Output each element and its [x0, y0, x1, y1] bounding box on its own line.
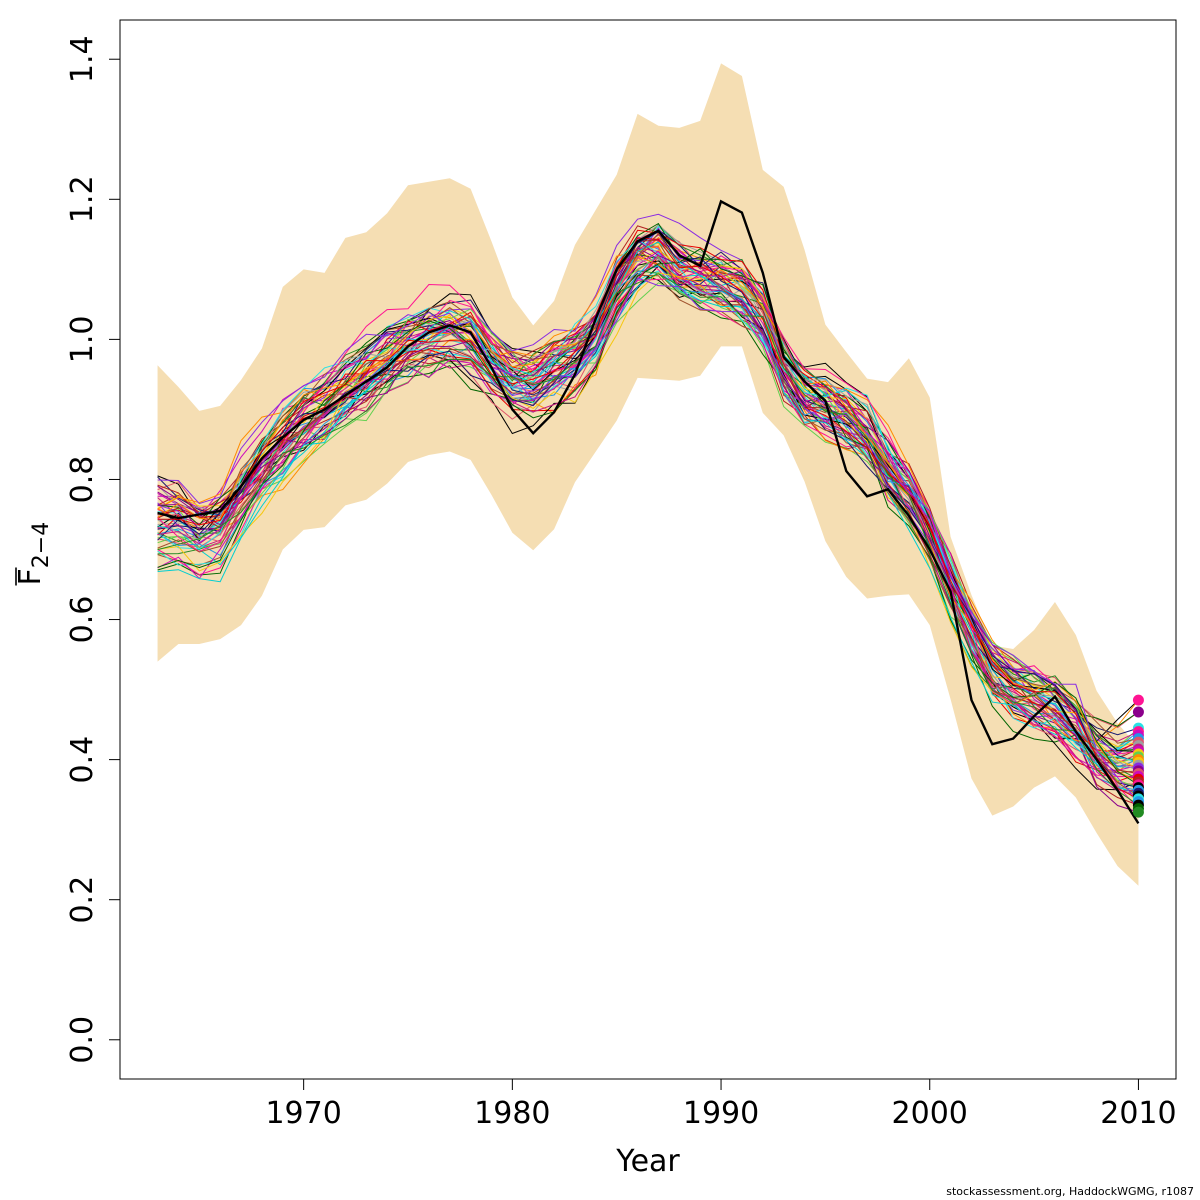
endpoint-marker — [1132, 694, 1144, 706]
x-tick-label: 1980 — [474, 1096, 550, 1131]
y-axis: 0.0 0.2 0.4 0.6 0.8 1.0 1.2 1.4 — [65, 35, 121, 1064]
y-tick-label: 0.8 — [65, 456, 100, 504]
y-tick-label: 1.2 — [65, 175, 100, 223]
y-tick-label: 0.0 — [65, 1016, 100, 1064]
y-tick-label: 1.4 — [65, 35, 100, 83]
confidence-band — [157, 63, 1139, 886]
retro-series-line — [157, 265, 1139, 768]
endpoint-marker — [1132, 706, 1144, 718]
retro-series-line — [157, 239, 1139, 780]
terminal-series-line — [157, 199, 1140, 825]
retro-series-line — [157, 237, 1139, 800]
retro-series-line — [157, 250, 1139, 772]
x-tick-label: 2010 — [1100, 1096, 1176, 1131]
y-tick-label: 0.2 — [65, 876, 100, 924]
confidence-band-layer — [157, 63, 1139, 886]
endpoint-markers-layer — [1132, 694, 1144, 818]
retro-lines-layer — [157, 213, 1139, 813]
retro-series-line — [157, 277, 1139, 802]
retro-series-line — [157, 227, 1139, 754]
retro-series-line — [157, 254, 1139, 792]
highlight-line-layer — [157, 199, 1140, 825]
x-axis-title: Year — [615, 1144, 680, 1179]
y-tick-label: 0.6 — [65, 596, 100, 644]
x-tick-label: 2000 — [892, 1096, 968, 1131]
retro-series-line — [157, 241, 1139, 794]
y-axis-title-group: F2−4 — [13, 522, 54, 586]
retro-series-line — [157, 248, 1139, 786]
x-tick-label: 1990 — [683, 1096, 759, 1131]
endpoint-marker — [1132, 806, 1144, 818]
x-axis: 1970 1980 1990 2000 2010 — [265, 1078, 1177, 1131]
retro-series-line — [157, 242, 1139, 748]
x-tick-label: 1970 — [265, 1096, 341, 1131]
retro-series-line — [157, 273, 1139, 806]
y-tick-label: 1.0 — [65, 316, 100, 364]
retro-series-line — [157, 232, 1139, 797]
y-axis-title-text: F2−4 — [13, 522, 54, 586]
retro-series-line — [157, 231, 1139, 789]
y-axis-title: F2−4 — [13, 522, 54, 586]
credit-text: stockassessment.org, HaddockWGMG, r1087 — [946, 1185, 1194, 1198]
y-tick-label: 0.4 — [65, 736, 100, 784]
